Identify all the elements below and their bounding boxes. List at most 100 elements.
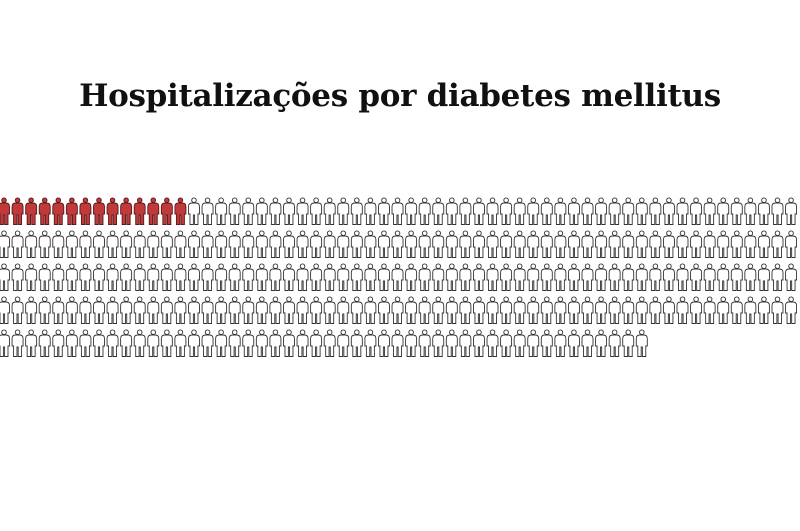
person-icon: [744, 296, 757, 324]
person-icon: [622, 230, 635, 258]
person-icon: [771, 230, 784, 258]
person-icon: [269, 329, 282, 357]
person-icon: [79, 296, 92, 324]
person-icon-highlighted: [120, 197, 133, 225]
person-icon: [269, 296, 282, 324]
person-icon: [93, 296, 105, 324]
person-icon: [11, 230, 24, 258]
person-icon: [350, 197, 363, 225]
person-icon: [283, 329, 295, 357]
person-icon: [486, 296, 499, 324]
person-icon: [527, 263, 540, 291]
person-icon-highlighted: [79, 197, 92, 225]
person-icon: [283, 230, 295, 258]
person-icon: [717, 263, 730, 291]
person-icon: [215, 197, 228, 225]
person-icon-highlighted: [133, 197, 146, 225]
person-icon: [93, 230, 105, 258]
person-icon: [25, 263, 38, 291]
person-icon: [215, 329, 228, 357]
person-icon: [364, 296, 377, 324]
person-icon: [513, 263, 526, 291]
person-icon: [364, 197, 377, 225]
person-icon: [459, 263, 472, 291]
person-icon-highlighted: [160, 197, 173, 225]
person-icon: [622, 197, 635, 225]
person-icon: [418, 197, 431, 225]
person-icon: [242, 329, 255, 357]
person-icon: [364, 263, 377, 291]
person-icon: [785, 197, 798, 225]
person-icon: [310, 263, 323, 291]
person-icon: [323, 263, 336, 291]
person-icon-highlighted: [11, 197, 24, 225]
person-icon: [581, 263, 594, 291]
person-icon: [418, 296, 431, 324]
person-icon: [459, 197, 472, 225]
person-icon: [418, 329, 431, 357]
person-icon: [25, 329, 38, 357]
person-icon: [581, 230, 594, 258]
person-icon-highlighted: [93, 197, 105, 225]
person-icon: [567, 230, 580, 258]
person-icon: [730, 230, 743, 258]
person-icon: [337, 230, 350, 258]
person-icon: [635, 263, 648, 291]
person-icon: [160, 296, 173, 324]
person-icon: [622, 329, 635, 357]
person-icon: [255, 230, 268, 258]
person-icon-highlighted: [0, 197, 10, 225]
person-icon: [120, 329, 133, 357]
person-icon: [662, 296, 675, 324]
person-icon: [622, 263, 635, 291]
person-icon: [486, 230, 499, 258]
person-icon: [11, 263, 24, 291]
person-icon: [93, 263, 105, 291]
person-icon: [215, 263, 228, 291]
person-icon: [391, 197, 404, 225]
person-icon: [445, 296, 458, 324]
person-icon: [785, 296, 798, 324]
person-icon: [459, 296, 472, 324]
person-icon: [337, 296, 350, 324]
person-icon: [486, 197, 499, 225]
person-icon: [527, 329, 540, 357]
person-icon: [554, 329, 567, 357]
person-icon: [405, 263, 418, 291]
person-icon: [120, 263, 133, 291]
person-icon-highlighted: [174, 197, 187, 225]
person-icon: [635, 329, 648, 357]
person-icon: [296, 197, 309, 225]
person-icon: [378, 197, 390, 225]
person-icon: [269, 263, 282, 291]
person-icon-highlighted: [52, 197, 65, 225]
person-icon: [608, 197, 621, 225]
person-icon: [595, 296, 608, 324]
person-icon: [703, 230, 716, 258]
person-icon: [595, 197, 608, 225]
person-icon: [79, 230, 92, 258]
person-icon: [378, 329, 390, 357]
person-icon: [364, 230, 377, 258]
person-icon: [65, 263, 78, 291]
person-icon-highlighted: [106, 197, 119, 225]
person-icon: [269, 230, 282, 258]
person-icon: [38, 230, 51, 258]
person-icon: [649, 197, 662, 225]
person-icon: [310, 230, 323, 258]
person-icon: [757, 197, 770, 225]
person-icon: [25, 230, 38, 258]
person-icon: [296, 296, 309, 324]
person-icon: [744, 197, 757, 225]
person-icon: [445, 197, 458, 225]
person-icon: [432, 296, 445, 324]
person-icon: [608, 230, 621, 258]
person-icon: [174, 296, 187, 324]
person-icon: [595, 329, 608, 357]
person-icon: [635, 296, 648, 324]
person-icon: [486, 329, 499, 357]
person-icon: [567, 329, 580, 357]
person-icon: [106, 230, 119, 258]
person-icon: [391, 263, 404, 291]
person-icon: [690, 197, 703, 225]
